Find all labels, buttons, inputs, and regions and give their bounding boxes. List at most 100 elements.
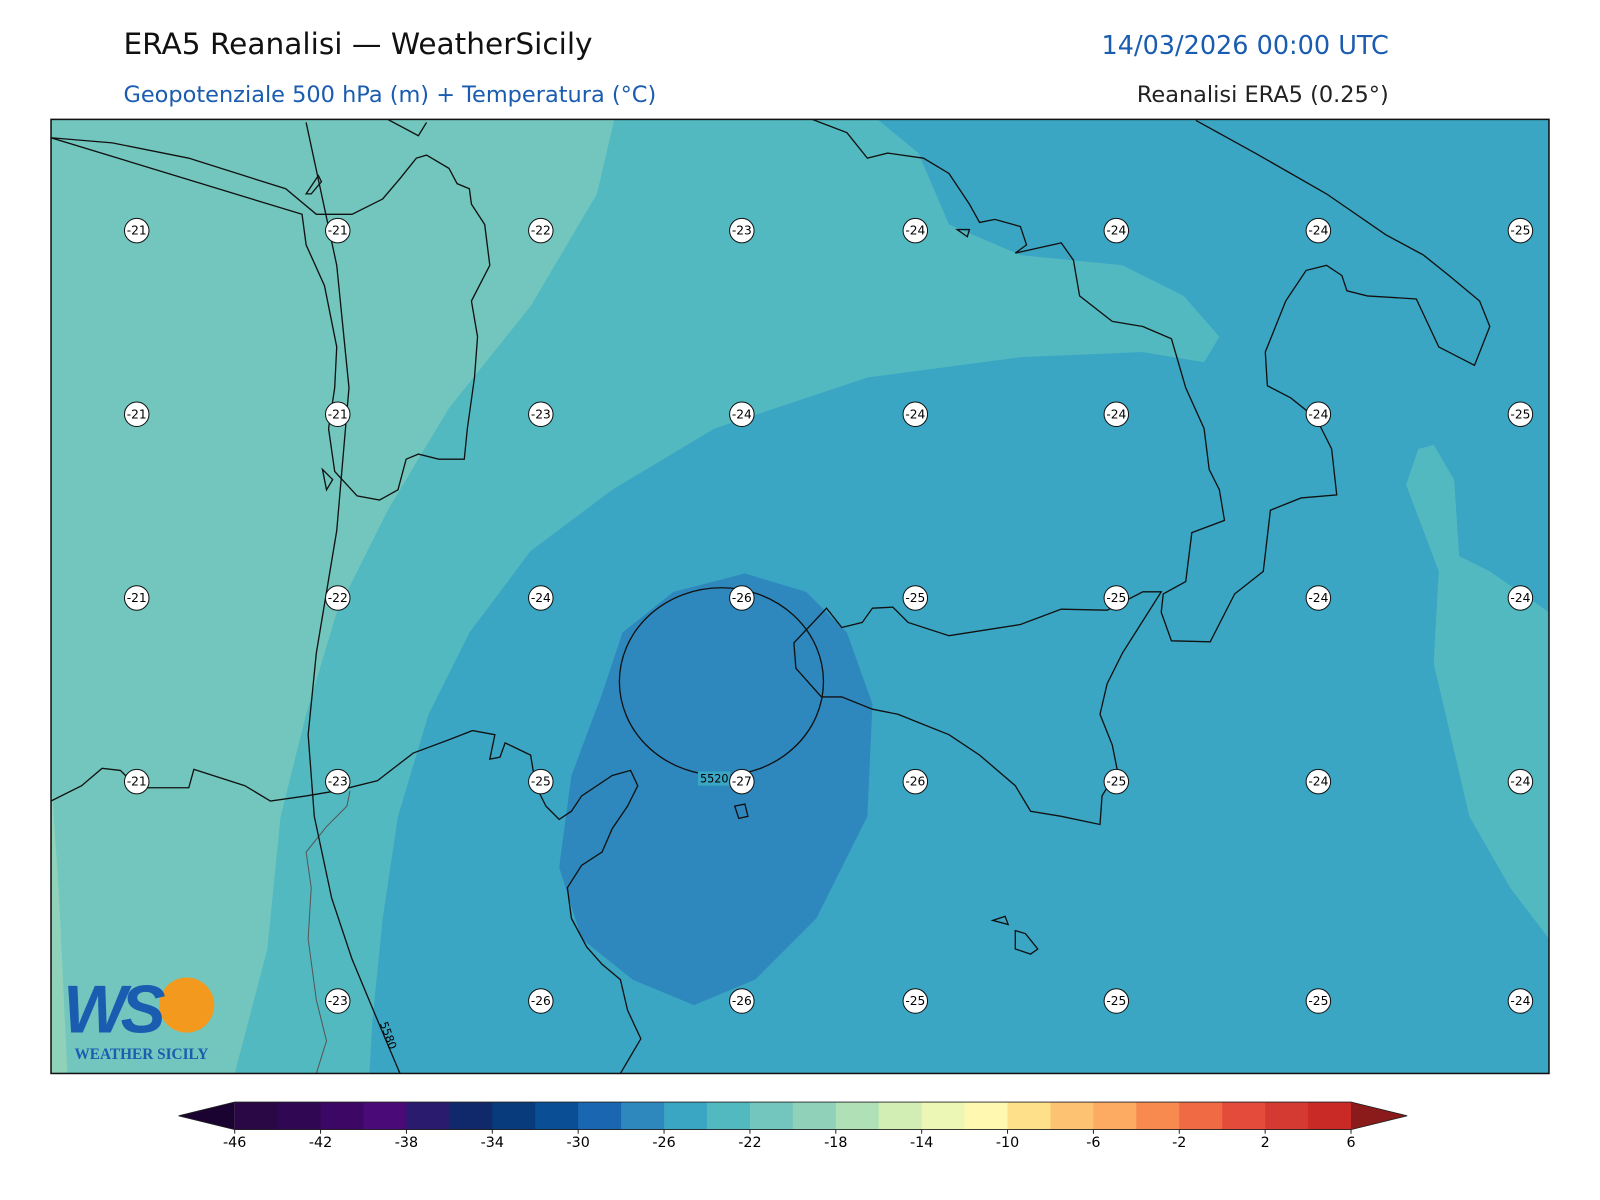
temperature-label: -25 (905, 591, 925, 605)
temperature-label: -25 (1106, 994, 1126, 1008)
temperature-badge (1305, 988, 1332, 1014)
logo-name: WEATHER SICILY (74, 1046, 208, 1063)
colorbar-tick-label: -18 (824, 1135, 847, 1151)
temperature-badge (123, 401, 150, 428)
colorbar-segment (792, 1102, 837, 1130)
temperature-badge (1103, 768, 1130, 795)
colorbar-segment (878, 1102, 923, 1130)
temperature-label: -23 (531, 407, 551, 421)
temperature-label: -24 (1308, 775, 1328, 789)
temperature-label: -24 (1510, 775, 1530, 789)
temperature-badge (902, 217, 929, 244)
colorbar-tick-label: -10 (996, 1135, 1019, 1151)
colorbar: -46 -42 -38 -34 -30 -26 -22 -18 -14 -10 -6 -2 2 6 (178, 1101, 1408, 1151)
colorbar-segment (835, 1102, 880, 1130)
colorbar-segment (1222, 1102, 1266, 1130)
temperature-badge (1507, 768, 1534, 795)
temperature-label: -23 (328, 994, 348, 1008)
colorbar-segment (406, 1102, 450, 1130)
temperature-badge (902, 401, 929, 428)
temperature-label: -21 (328, 407, 348, 421)
temperature-badge (1507, 585, 1534, 611)
temperature-badge (123, 585, 150, 611)
temperature-badge (325, 768, 351, 795)
temperature-badge (325, 401, 351, 428)
temperature-label: -22 (531, 224, 551, 238)
temperature-label: -21 (127, 224, 147, 238)
temperature-label: -21 (127, 591, 147, 605)
temperature-badge (729, 217, 755, 244)
temperature-labels: -21 -21 -22 -23 -24 -24 -24 -25 -21 -21 -23 -24 -24 -… (123, 217, 1534, 1014)
colorbar-tick-label: -26 (652, 1135, 675, 1151)
temperature-badge (902, 768, 929, 795)
colorbar-segment (1007, 1102, 1051, 1130)
colorbar-segment (234, 1102, 279, 1130)
colorbar-tick-label: -14 (910, 1135, 933, 1151)
temperature-badge (528, 768, 554, 795)
colorbar-segment (1136, 1102, 1180, 1130)
colorbar-tick-label: -22 (738, 1135, 761, 1151)
temperature-label: -22 (328, 591, 348, 605)
colorbar-segment (449, 1102, 493, 1130)
temperature-badge (123, 768, 150, 795)
colorbar-extend-min (178, 1102, 235, 1130)
temperature-badge (528, 988, 554, 1014)
temperature-badge (729, 768, 755, 795)
subtitle: Geopotenziale 500 hPa (m) + Temperatura … (123, 82, 656, 108)
colorbar-tick-label: -2 (1172, 1135, 1186, 1151)
colorbar-tick-label: 6 (1346, 1135, 1355, 1151)
temperature-label: -25 (1106, 775, 1126, 789)
colorbar-segment (277, 1102, 322, 1130)
temperature-label: -21 (127, 407, 147, 421)
temperature-label: -27 (732, 775, 752, 789)
colorbar-segment (664, 1102, 708, 1130)
temperature-label: -24 (1308, 224, 1328, 238)
temperature-badge (1507, 401, 1534, 428)
temperature-badge (1305, 401, 1332, 428)
colorbar-segment (1265, 1102, 1309, 1130)
field-darkest (559, 573, 873, 1006)
temperature-badge (729, 585, 755, 611)
temperature-label: -24 (905, 407, 925, 421)
temperature-label: -24 (1510, 591, 1530, 605)
temperature-label: -26 (531, 994, 551, 1008)
colorbar-segment (363, 1102, 407, 1130)
temperature-badge (902, 585, 929, 611)
temperature-badge (729, 988, 755, 1014)
temperature-label: -24 (732, 407, 752, 421)
colorbar-segment (706, 1102, 751, 1130)
colorbar-segment (535, 1102, 579, 1130)
colorbar-segment (921, 1102, 966, 1130)
temperature-label: -23 (732, 224, 752, 238)
colorbar-extend-max (1351, 1102, 1408, 1130)
temperature-label: -26 (732, 591, 752, 605)
temperature-label: -26 (905, 775, 925, 789)
temperature-label: -24 (1308, 591, 1328, 605)
temperature-badge (1103, 585, 1130, 611)
colorbar-segment (749, 1102, 794, 1130)
colorbar-segment (1179, 1102, 1223, 1130)
map-frame (50, 118, 1550, 1075)
temperature-badge (325, 988, 351, 1014)
colorbar-segment (964, 1102, 1009, 1130)
temperature-badge (1507, 217, 1534, 244)
temperature-label: -25 (1106, 591, 1126, 605)
colorbar-segment (1050, 1102, 1094, 1130)
colorbar-segment (1093, 1102, 1137, 1130)
temperature-badge (1305, 768, 1332, 795)
temperature-badge (325, 217, 351, 244)
temperature-badge (1305, 217, 1332, 244)
colorbar-tick-label: 2 (1261, 1135, 1270, 1151)
temperature-label: -24 (531, 591, 551, 605)
temperature-badge (528, 401, 554, 428)
temperature-label: -25 (1308, 994, 1328, 1008)
temperature-badge (325, 585, 351, 611)
temperature-badge (528, 585, 554, 611)
temperature-badge (1305, 585, 1332, 611)
colorbar-tick-label: -30 (567, 1135, 590, 1151)
colorbar-tick-label: -38 (395, 1135, 418, 1151)
temperature-badge (123, 217, 150, 244)
logo-sun (159, 977, 215, 1033)
